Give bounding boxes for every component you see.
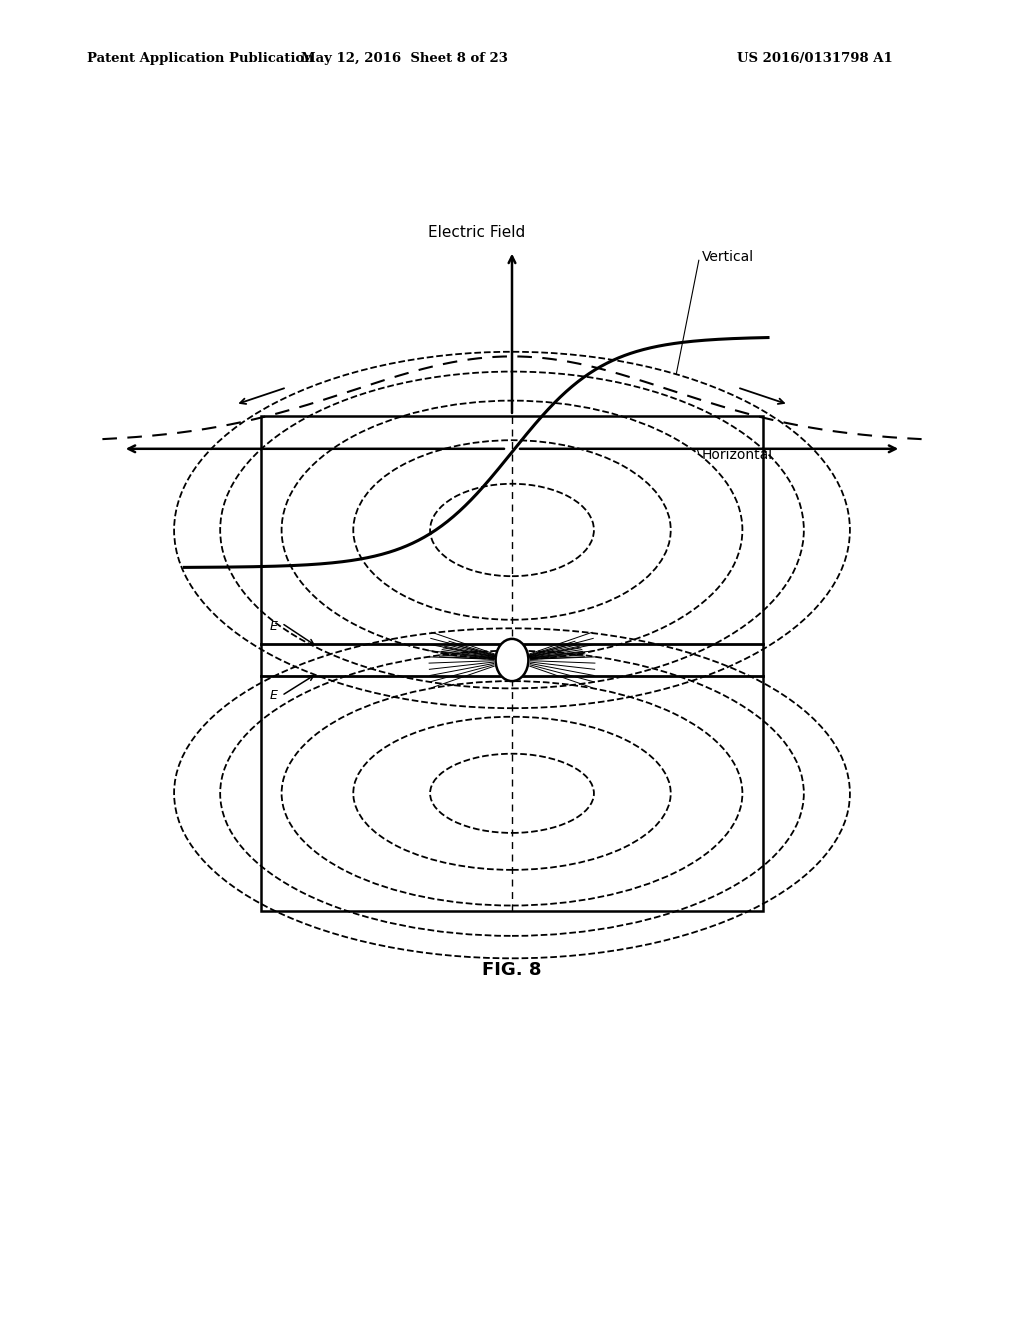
- Text: Patent Application Publication: Patent Application Publication: [87, 51, 313, 65]
- Text: Vertical: Vertical: [701, 251, 754, 264]
- Text: FIG. 8: FIG. 8: [482, 961, 542, 979]
- Circle shape: [496, 639, 528, 681]
- Text: E: E: [269, 620, 278, 634]
- Text: Electric Field: Electric Field: [428, 226, 524, 240]
- Text: Horizontal: Horizontal: [701, 449, 772, 462]
- Text: US 2016/0131798 A1: US 2016/0131798 A1: [737, 51, 893, 65]
- Text: E: E: [269, 689, 278, 702]
- Text: May 12, 2016  Sheet 8 of 23: May 12, 2016 Sheet 8 of 23: [301, 51, 508, 65]
- Bar: [261, 416, 763, 911]
